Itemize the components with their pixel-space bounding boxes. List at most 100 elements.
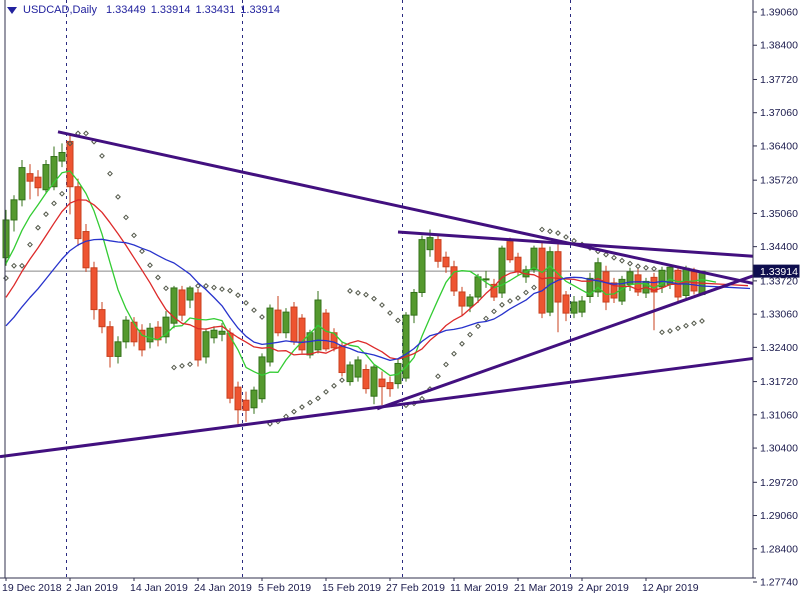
candle-body — [498, 247, 506, 294]
parabolic-sar-dot — [555, 230, 561, 236]
date-tick-label: 2 Apr 2019 — [578, 582, 629, 594]
candle-body — [602, 271, 610, 303]
price-tick-label: 1.28400 — [760, 543, 798, 555]
parabolic-sar-dot — [19, 262, 25, 269]
candle-body — [82, 231, 90, 269]
candle-body — [26, 173, 34, 182]
moving-average-line-13 — [5, 199, 749, 360]
parabolic-sar-dot — [99, 152, 105, 159]
chart-title: USDCAD,Daily 1.33449 1.33914 1.33431 1.3… — [7, 4, 285, 16]
price-tick-label: 1.37720 — [760, 74, 798, 86]
candle-body — [66, 140, 74, 188]
parabolic-sar-dot — [491, 308, 497, 315]
parabolic-sar-dot — [651, 265, 657, 272]
parabolic-sar-dot — [3, 275, 9, 282]
date-tick-label: 5 Feb 2019 — [258, 582, 311, 594]
date-tick-label: 11 Mar 2019 — [450, 582, 508, 594]
parabolic-sar-dot — [347, 288, 353, 294]
candle-body — [594, 262, 602, 293]
time-axis[interactable]: 19 Dec 2018 2 Jan 2019 14 Jan 2019 24 Jan 2… — [2, 578, 699, 594]
candle-body — [482, 278, 490, 281]
parabolic-sar-dot — [123, 214, 129, 221]
chart-title-high: 1.33914 — [150, 4, 191, 16]
parabolic-sar-dot — [267, 420, 273, 427]
price-tick-label: 1.39060 — [760, 7, 798, 19]
current-price-tag — [753, 264, 800, 278]
candle-body — [98, 309, 106, 328]
parabolic-sar-dot — [539, 226, 545, 233]
parabolic-sar-dot — [371, 295, 377, 302]
chart-title-open: 1.33449 — [105, 4, 146, 16]
parabolic-sar-dot — [691, 320, 697, 327]
candle-body — [650, 276, 658, 293]
candle-body — [18, 167, 26, 201]
parabolic-sar-dot — [603, 251, 609, 258]
parabolic-sar-dot — [299, 404, 305, 410]
parabolic-sar-dot — [195, 283, 201, 289]
lower-ascending-trendline[interactable] — [0, 356, 754, 459]
parabolic-sar-dot — [139, 248, 145, 255]
price-axis[interactable]: 1.39060 1.38400 1.37720 1.37060 1.36400 1.357… — [753, 7, 798, 589]
symbol-dropdown-icon[interactable] — [7, 6, 17, 14]
candle-body — [514, 256, 522, 272]
parabolic-sar-dot — [131, 232, 137, 239]
parabolic-sar-dot — [291, 408, 297, 415]
candle-body — [2, 219, 10, 259]
chart-title-close: 1.33914 — [240, 4, 281, 16]
parabolic-sar-dot — [203, 283, 209, 289]
price-tick-label: 1.33720 — [760, 275, 798, 287]
parabolic-sar-dot — [251, 307, 257, 314]
parabolic-sar-dot — [387, 310, 393, 316]
parabolic-sar-dot — [331, 382, 337, 389]
parabolic-sar-dot — [315, 395, 321, 402]
date-tick-label: 24 Jan 2019 — [194, 582, 252, 594]
parabolic-sar-dot — [339, 377, 345, 384]
parabolic-sar-dot — [459, 340, 465, 347]
candle-body — [138, 329, 146, 351]
date-tick-label: 15 Feb 2019 — [322, 582, 381, 594]
date-tick-label: 14 Jan 2019 — [130, 582, 188, 594]
parabolic-sar-dot — [627, 260, 633, 267]
candle-body — [258, 356, 266, 400]
candle-body — [242, 399, 250, 411]
price-tick-label: 1.31720 — [760, 376, 798, 388]
price-tick-label: 1.27740 — [760, 577, 798, 589]
candle-body — [34, 176, 42, 189]
price-tick-label: 1.34400 — [760, 241, 798, 253]
parabolic-sar-dot — [171, 364, 177, 371]
candle-body — [474, 276, 482, 298]
candle-body — [74, 186, 82, 240]
chart-title-low: 1.33431 — [195, 4, 236, 16]
parabolic-sar-dot — [507, 298, 513, 304]
candle-body — [114, 341, 122, 357]
candle-body — [218, 330, 226, 335]
candle-body — [658, 269, 666, 288]
candle-body — [290, 306, 298, 343]
parabolic-sar-dot — [515, 295, 521, 301]
inner-descending-trendline[interactable] — [397, 230, 754, 258]
current-price-tag-label: 1.33914 — [760, 266, 798, 278]
parabolic-sar-dot — [307, 399, 313, 406]
candle-body — [362, 369, 370, 390]
candle-body — [274, 309, 282, 334]
candle-body — [426, 237, 434, 251]
parabolic-sar-dot — [259, 314, 265, 320]
parabolic-sar-dot — [187, 361, 193, 368]
candle-body — [490, 283, 498, 298]
parabolic-sar-dot — [243, 299, 249, 306]
candle-body — [122, 319, 130, 343]
candle-body — [250, 389, 258, 409]
price-tick-label: 1.33060 — [760, 309, 798, 321]
parabolic-sar-dot — [699, 318, 705, 324]
inner-ascending-trendline[interactable] — [376, 274, 754, 411]
candle-body — [42, 164, 50, 191]
candle-body — [370, 366, 378, 397]
parabolic-sar-dot — [67, 140, 73, 147]
candle-body — [562, 294, 570, 314]
price-tick-label: 1.29720 — [760, 477, 798, 489]
upper-descending-trendline[interactable] — [57, 130, 754, 285]
candle-body — [418, 239, 426, 293]
parabolic-sar-dot — [531, 284, 537, 291]
parabolic-sar-dot — [35, 224, 41, 231]
